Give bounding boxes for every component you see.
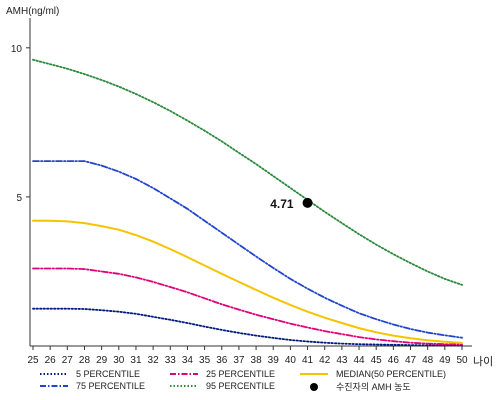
x-tick-label: 37	[233, 355, 245, 366]
x-tick-label: 49	[439, 355, 451, 366]
x-tick-label: 25	[27, 355, 39, 366]
x-tick-label: 43	[336, 355, 348, 366]
series-line-95-percentile	[32, 58, 463, 286]
legend-label: MEDIAN(50 PERCENTILE)	[336, 369, 446, 379]
legend-label: 수진자의 AMH 농도	[336, 382, 411, 392]
x-tick-label: 50	[456, 355, 468, 366]
y-ticks: 5 10	[11, 44, 30, 204]
x-tick-label: 39	[268, 355, 280, 366]
patient-amh-value-label: 4.71	[270, 197, 294, 211]
x-tick-label: 48	[422, 355, 434, 366]
series-line-75-percentile	[32, 160, 463, 339]
legend: 5 PERCENTILE 75 PERCENTILE 25 PERCENTILE 95…	[40, 369, 446, 392]
x-tick-label: 28	[79, 355, 91, 366]
x-tick-label: 32	[148, 355, 160, 366]
x-tick-label: 41	[302, 355, 314, 366]
legend-point-marker	[310, 383, 318, 391]
x-tick-label: 35	[199, 355, 211, 366]
x-tick-label: 38	[251, 355, 263, 366]
x-tick-label: 44	[353, 355, 365, 366]
x-tick-label: 47	[405, 355, 417, 366]
x-tick-label: 40	[285, 355, 297, 366]
x-tick-label: 31	[130, 355, 142, 366]
x-tick-label: 36	[216, 355, 228, 366]
x-ticks: 25 26 27 28 29 30 31 32 33 34 35 36 37 38 39 40 41 42 43 44…	[27, 346, 468, 366]
x-tick-label: 29	[96, 355, 108, 366]
x-tick-label: 26	[45, 355, 57, 366]
y-axis-label: AMH(ng/ml)	[6, 6, 59, 17]
x-tick-label: 45	[371, 355, 383, 366]
highlight-points: 4.71	[270, 197, 313, 211]
legend-label: 95 PERCENTILE	[206, 381, 275, 391]
x-tick-label: 27	[62, 355, 74, 366]
x-axis-label: 나이	[473, 355, 493, 368]
x-tick-label: 42	[319, 355, 331, 366]
x-tick-label: 46	[388, 355, 400, 366]
x-tick-label: 33	[165, 355, 177, 366]
series-line-25-percentile	[32, 267, 463, 346]
series-line-5-percentile	[32, 307, 463, 347]
series-line-median-50-percentile	[32, 219, 463, 344]
y-tick-label: 5	[16, 193, 22, 204]
patient-amh-point	[302, 197, 313, 208]
legend-label: 75 PERCENTILE	[76, 381, 145, 391]
legend-label: 25 PERCENTILE	[206, 369, 275, 379]
series-lines	[32, 58, 463, 347]
x-tick-label: 30	[113, 355, 125, 366]
x-tick-label: 34	[182, 355, 194, 366]
legend-label: 5 PERCENTILE	[76, 369, 140, 379]
y-tick-label: 10	[11, 44, 23, 55]
